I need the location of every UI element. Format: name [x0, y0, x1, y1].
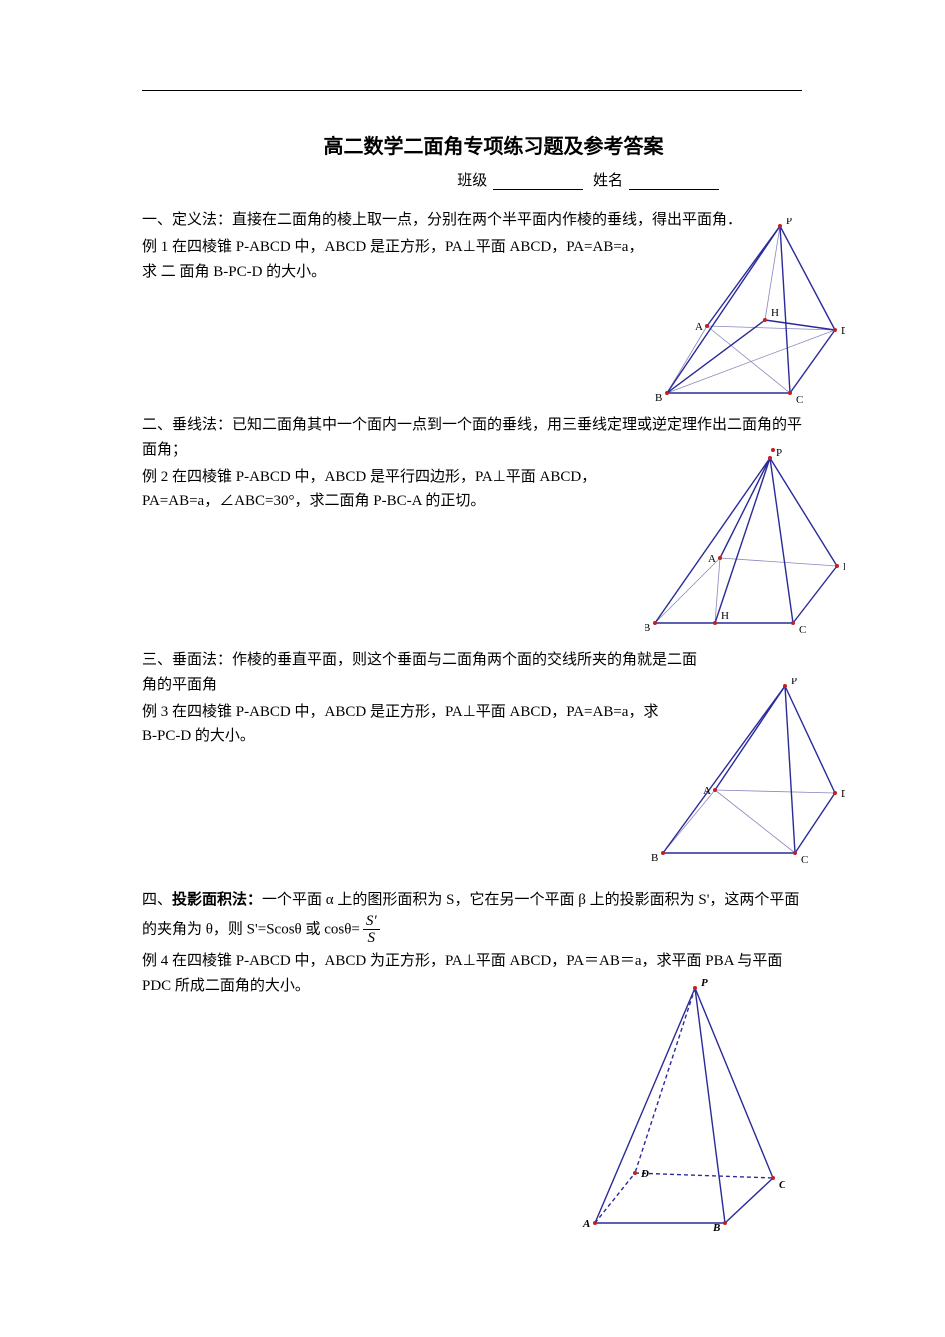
svg-text:H: H	[721, 610, 729, 622]
svg-text:A: A	[582, 1218, 590, 1230]
class-label: 班级	[457, 173, 487, 189]
svg-text:D: D	[640, 1168, 649, 1180]
svg-text:C: C	[796, 394, 803, 406]
svg-text:L: L	[779, 448, 786, 451]
svg-text:P: P	[701, 978, 708, 989]
section-3-heading: 三、垂面法：作棱的垂直平面，则这个垂面与二面角两个面的交线所夹的角就是二面角的平…	[142, 648, 702, 698]
section-4-heading: 四、投影面积法：一个平面 α 上的图形面积为 S，它在另一个平面 β 上的投影面…	[142, 888, 802, 947]
name-label: 姓名	[593, 173, 623, 189]
figure-3: P A B C D	[645, 678, 845, 863]
svg-text:B: B	[651, 852, 658, 863]
section-3-example: 例 3 在四棱锥 P-ABCD 中，ABCD 是正方形，PA⊥平面 ABCD，P…	[142, 700, 662, 750]
section-2: 二、垂线法：已知二面角其中一个面内一点到一个面的垂线，用三垂线定理或逆定理作出二…	[142, 413, 845, 638]
svg-text:D: D	[841, 788, 845, 800]
svg-text:A: A	[695, 321, 703, 333]
svg-text:D: D	[841, 325, 845, 337]
figure-1: P A B C D H	[645, 218, 845, 408]
section-4-heading-bold: 投影面积法：	[172, 892, 262, 908]
section-2-example: 例 2 在四棱锥 P-ABCD 中，ABCD 是平行四边形，PA⊥平面 ABCD…	[142, 465, 622, 515]
fraction: S'S	[363, 913, 380, 947]
svg-text:B: B	[645, 622, 650, 634]
svg-text:A: A	[708, 553, 716, 565]
page-content: 高二数学二面角专项练习题及参考答案 班级 姓名 一、定义法：直接在二面角的棱上取…	[0, 90, 945, 1198]
svg-text:P: P	[786, 218, 792, 227]
svg-text:C: C	[779, 1179, 785, 1191]
page-title: 高二数学二面角专项练习题及参考答案	[142, 130, 845, 159]
fraction-den: S	[363, 929, 380, 947]
class-blank	[493, 176, 583, 190]
section-4: 四、投影面积法：一个平面 α 上的图形面积为 S，它在另一个平面 β 上的投影面…	[142, 888, 845, 1198]
svg-text:D: D	[843, 561, 845, 573]
figure-4: P A B C D	[575, 978, 785, 1233]
top-rule	[142, 90, 802, 91]
section-1-example: 例 1 在四棱锥 P-ABCD 中，ABCD 是正方形，PA⊥平面 ABCD，P…	[142, 235, 662, 285]
fraction-num: S'	[363, 913, 380, 930]
svg-text:B: B	[712, 1222, 720, 1233]
svg-text:B: B	[655, 392, 662, 404]
section-3: 三、垂面法：作棱的垂直平面，则这个垂面与二面角两个面的交线所夹的角就是二面角的平…	[142, 648, 845, 868]
svg-text:H: H	[771, 307, 779, 319]
svg-text:C: C	[799, 624, 806, 636]
svg-text:C: C	[801, 854, 808, 863]
meta-row: 班级 姓名	[142, 169, 845, 190]
name-blank	[629, 176, 719, 190]
section-4-heading-pre: 四、	[142, 892, 172, 908]
section-1: 一、定义法：直接在二面角的棱上取一点，分别在两个半平面内作棱的垂线，得出平面角．…	[142, 208, 845, 403]
svg-text:A: A	[703, 785, 711, 797]
svg-text:P: P	[791, 678, 797, 687]
figure-2: PABCDHL	[645, 448, 845, 638]
